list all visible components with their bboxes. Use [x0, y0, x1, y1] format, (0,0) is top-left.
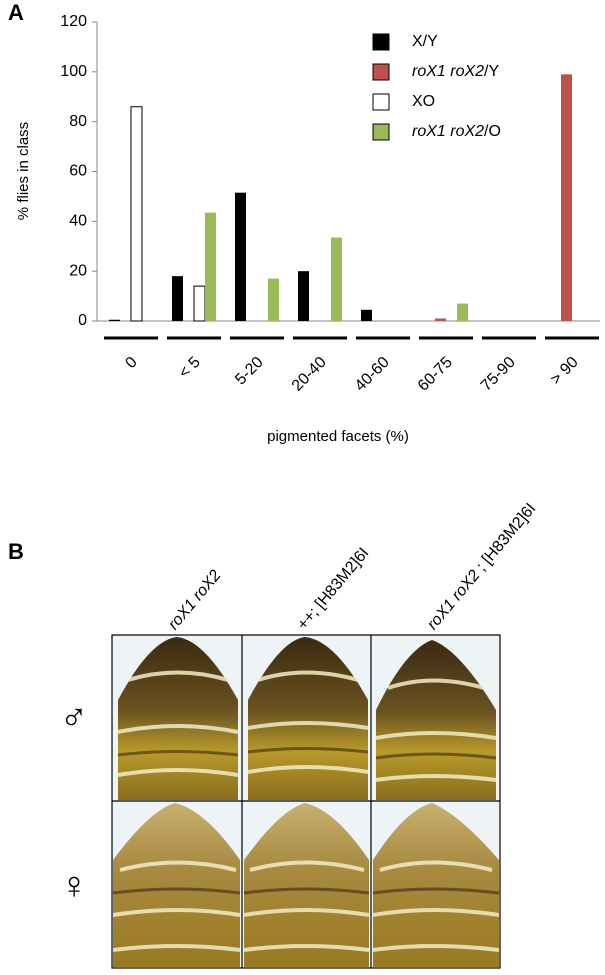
x-tick-label: 75-90 [478, 354, 519, 395]
y-tick-label: 60 [69, 163, 87, 180]
panel-label: A [8, 0, 24, 25]
x-tick-label: < 5 [176, 354, 204, 382]
x-tick-label: 60-75 [415, 354, 456, 395]
y-tick-label: 120 [60, 13, 87, 30]
y-tick-label: 80 [69, 113, 87, 130]
y-tick-label: 100 [60, 63, 87, 80]
bar [298, 271, 309, 321]
row-symbol: ♀ [60, 865, 89, 907]
legend-swatch [372, 123, 390, 141]
x-tick-label: 5-20 [232, 354, 267, 389]
x-tick-label: 40-60 [352, 354, 393, 395]
column-label: roX1 roX2 ; [H83M2]6I [424, 500, 539, 633]
y-tick-label: 40 [69, 213, 87, 230]
bar [172, 276, 183, 321]
bar [205, 212, 216, 321]
bar [193, 285, 206, 322]
panel-label: B [8, 539, 24, 564]
x-tick-label: 20-40 [289, 354, 330, 395]
photo [112, 637, 500, 967]
bar [268, 278, 279, 321]
y-tick-label: 20 [69, 262, 87, 279]
bar [109, 319, 120, 321]
bar [361, 309, 372, 321]
legend-label: roX1 roX2/Y [412, 63, 499, 80]
y-axis-label: % flies in class [15, 122, 32, 220]
bar [457, 303, 468, 321]
x-tick-label: 0 [122, 354, 140, 372]
bar [561, 74, 572, 321]
legend-label: X/Y [412, 33, 438, 50]
legend-swatch [372, 93, 390, 111]
legend-swatch [372, 33, 390, 51]
photo-grid [111, 634, 501, 969]
legend-swatch [372, 63, 390, 81]
legend-label: XO [412, 93, 435, 110]
x-axis-label: pigmented facets (%) [267, 428, 409, 445]
legend-label: roX1 roX2/O [412, 123, 501, 140]
row-symbol: ♂ [60, 697, 89, 739]
bar [331, 237, 342, 321]
y-tick-label: 0 [78, 312, 87, 329]
bar [130, 106, 143, 322]
bar [235, 192, 246, 321]
bar [435, 318, 446, 321]
column-label: roX1 roX2 [165, 567, 224, 633]
column-label: ++; [H83M2]6I [294, 545, 372, 634]
x-tick-label: > 90 [547, 354, 581, 388]
